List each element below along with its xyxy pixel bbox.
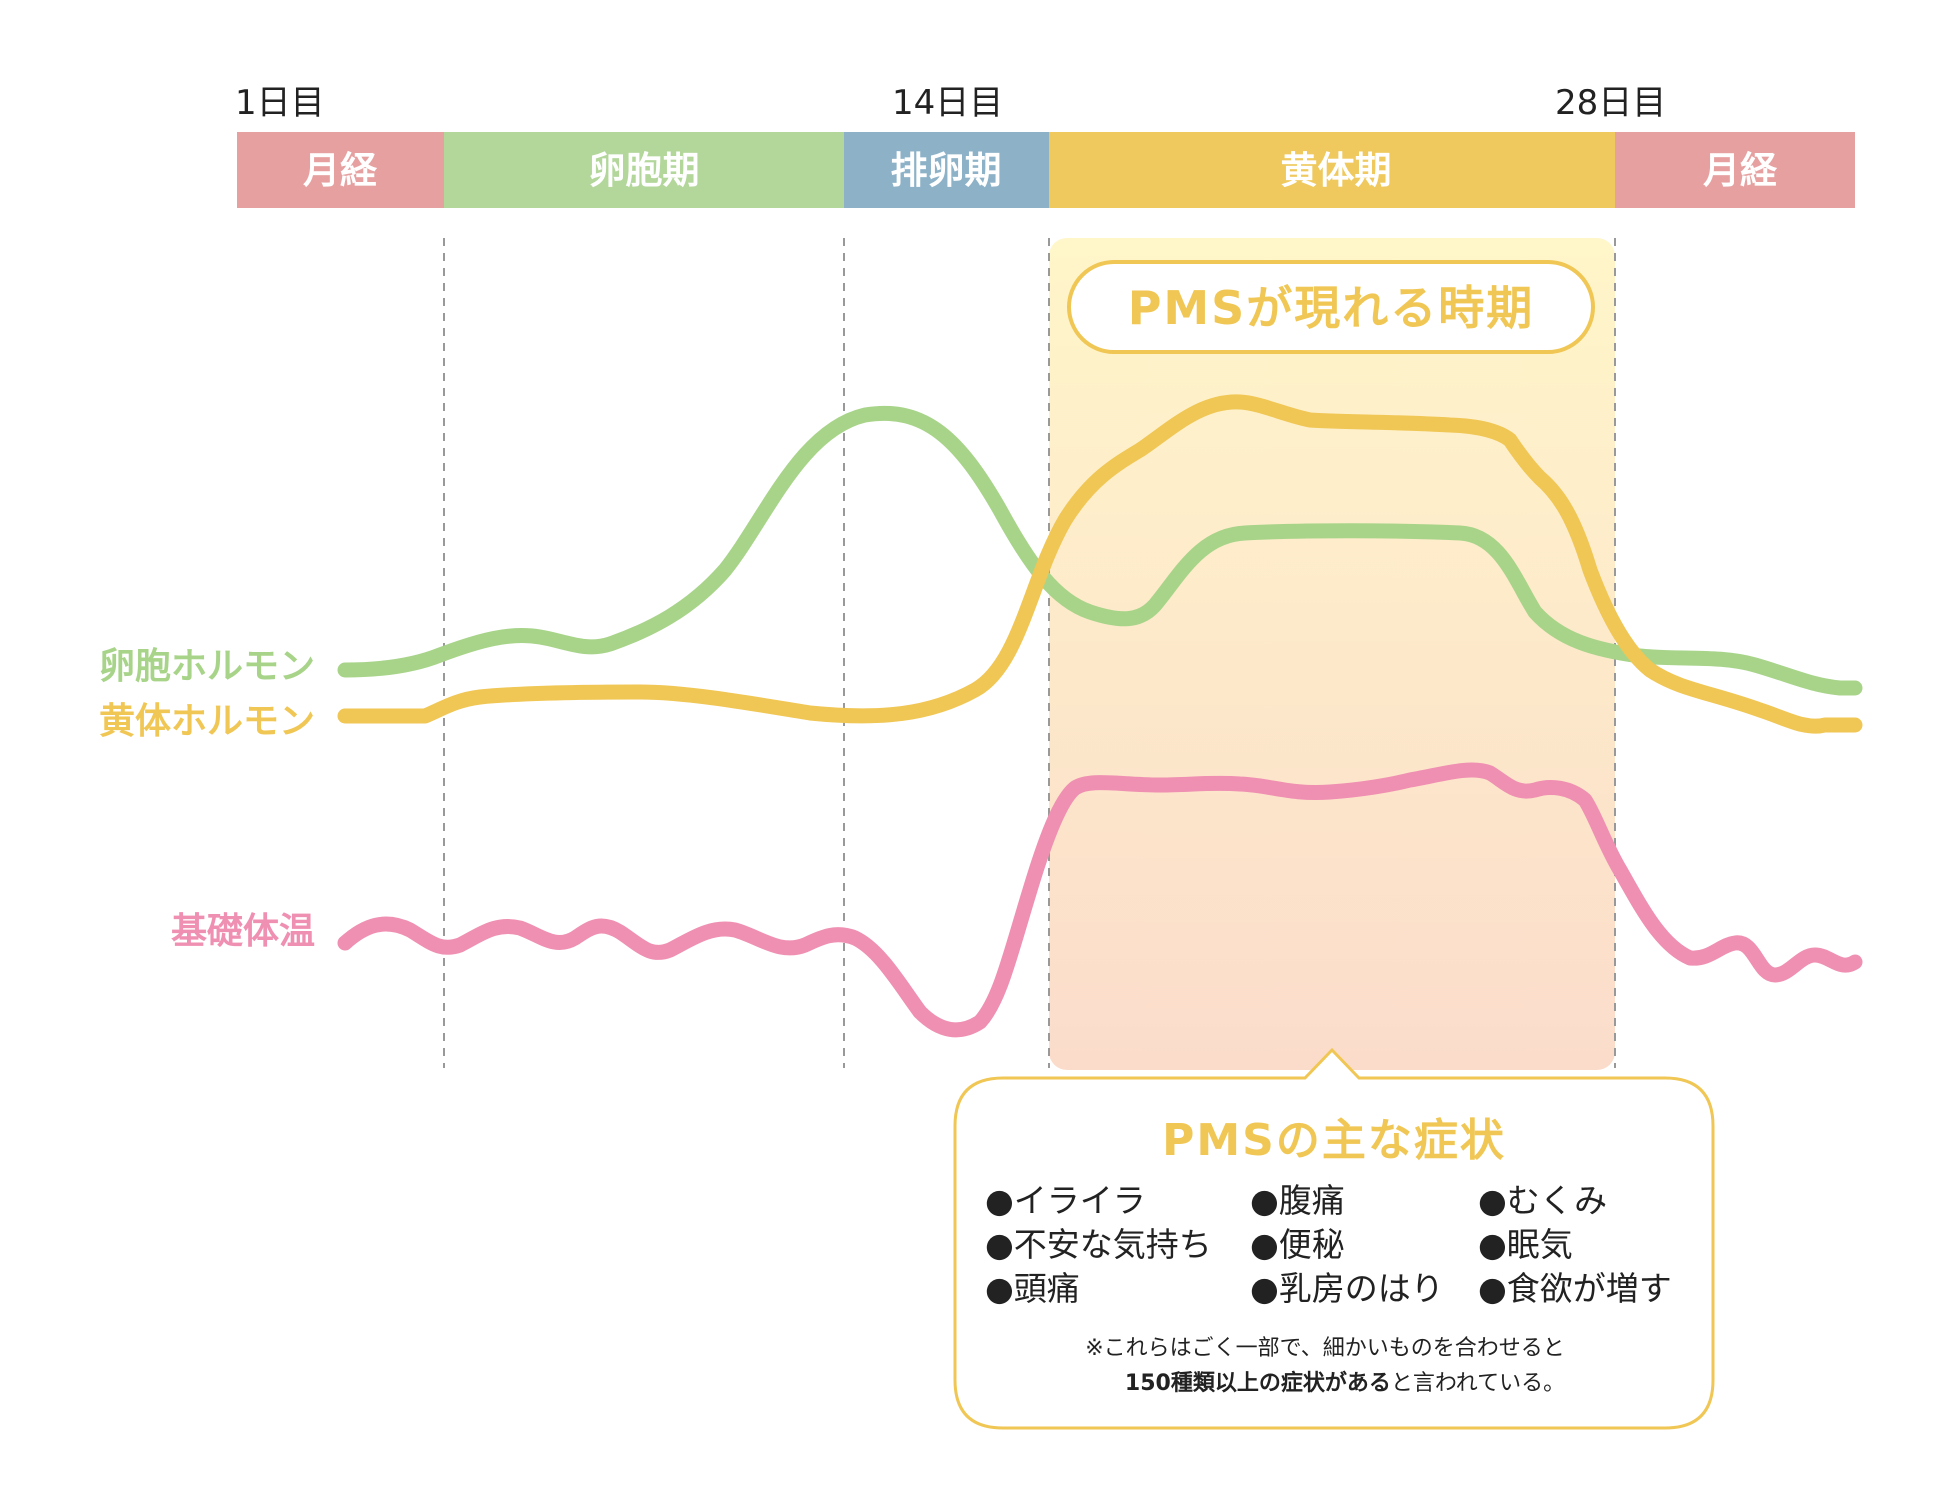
phase-label-luteal: 黄体期 bbox=[1281, 149, 1392, 192]
basal-temperature-curve bbox=[337, 762, 1863, 1038]
phase-label-menstruation-1: 月経 bbox=[303, 149, 378, 192]
pms-period-highlight bbox=[1049, 238, 1615, 1070]
pms-box-title: PMSの主な症状 bbox=[1162, 1115, 1506, 1166]
phase-menstruation-2 bbox=[1615, 132, 1855, 208]
pms-note-line-1: ※これらはごく一部で、細かいものを合わせると bbox=[1085, 1336, 1565, 1361]
symptom-2-3: ●眠気 bbox=[1478, 1225, 1573, 1264]
phase-luteal bbox=[1049, 132, 1615, 208]
symptom-2-2: ●便秘 bbox=[1250, 1225, 1345, 1264]
progesterone-curve bbox=[337, 394, 1863, 734]
phase-follicular bbox=[444, 132, 844, 208]
estrogen-curve bbox=[337, 405, 1863, 696]
pms-badge-label: PMSが現れる時期 bbox=[1128, 281, 1535, 335]
pms-badge-frame bbox=[1067, 260, 1595, 354]
phase-bar: 月経 卵胞期 排卵期 黄体期 月経 bbox=[237, 132, 1855, 208]
phase-label-follicular: 卵胞期 bbox=[589, 149, 700, 192]
symptom-2-1: ●不安な気持ち bbox=[985, 1225, 1212, 1264]
legend-progesterone: 黄体ホルモン bbox=[99, 701, 315, 742]
legend-temperature: 基礎体温 bbox=[171, 911, 315, 952]
legend-estrogen: 卵胞ホルモン bbox=[99, 646, 315, 687]
day-label-28: 28日目 bbox=[1555, 83, 1666, 123]
symptom-3-1: ●頭痛 bbox=[985, 1269, 1080, 1308]
day-label-14: 14日目 bbox=[892, 83, 1003, 123]
pms-note-rest: と言われている。 bbox=[1391, 1371, 1565, 1396]
pms-box-frame bbox=[953, 1047, 1715, 1430]
pms-period-badge: PMSが現れる時期 bbox=[1067, 260, 1595, 354]
symptom-1-1: ●イライラ bbox=[985, 1181, 1146, 1220]
phase-ovulation bbox=[844, 132, 1049, 208]
symptom-1-3: ●むくみ bbox=[1478, 1181, 1607, 1220]
pms-note-bold: 150種類以上の症状がある bbox=[1125, 1370, 1391, 1396]
day-label-1: 1日目 bbox=[235, 83, 325, 123]
phase-label-menstruation-2: 月経 bbox=[1703, 149, 1778, 192]
symptom-1-2: ●腹痛 bbox=[1250, 1181, 1345, 1220]
symptom-3-3: ●食欲が増す bbox=[1478, 1269, 1672, 1308]
pms-note-line-2: 150種類以上の症状があると言われている。 bbox=[1125, 1370, 1565, 1396]
phase-label-ovulation: 排卵期 bbox=[891, 149, 1002, 192]
phase-menstruation-1 bbox=[237, 132, 444, 208]
pms-symptoms-box: PMSの主な症状 ●イライラ ●腹痛 ●むくみ ●不安な気持ち ●便秘 ●眠気 … bbox=[953, 1047, 1715, 1430]
symptom-3-2: ●乳房のはり bbox=[1250, 1269, 1444, 1308]
